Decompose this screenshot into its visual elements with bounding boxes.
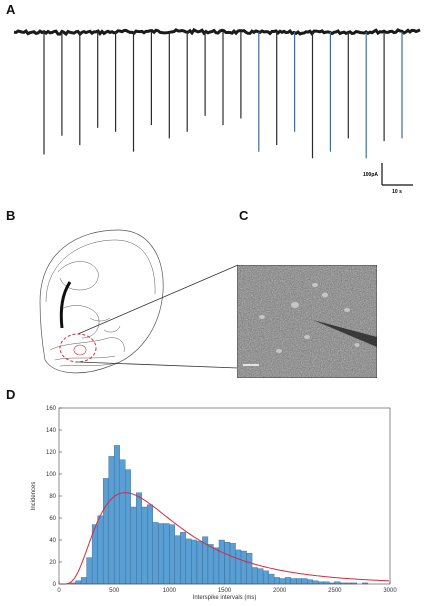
- histogram-bar: [147, 504, 153, 585]
- histogram-bar: [213, 547, 220, 585]
- y-tick-label: 0: [53, 582, 57, 588]
- thalamus-contour: [49, 337, 125, 353]
- brain-outline: [39, 229, 164, 374]
- x-tick-label: 1500: [218, 588, 232, 594]
- histogram-bar: [262, 570, 269, 585]
- y-tick-label: 160: [46, 406, 57, 412]
- histogram-bar: [163, 523, 170, 585]
- histogram-bar: [191, 539, 198, 585]
- zoom-line-bottom: [77, 361, 239, 369]
- neuron-somata: [259, 283, 360, 353]
- histogram-bars: [69, 445, 369, 585]
- recording-site-nucleus: [73, 344, 87, 356]
- histogram-bar: [334, 581, 341, 585]
- x-tick-label: 1000: [163, 588, 177, 594]
- histogram-bar: [251, 567, 258, 585]
- histogram-bar: [240, 550, 247, 585]
- histogram-bar: [174, 535, 181, 585]
- spike-group: [43, 32, 403, 159]
- histogram-bar: [290, 578, 297, 585]
- scale-bar-current-label: 100pA: [363, 172, 378, 178]
- y-tick-label: 100: [46, 472, 57, 478]
- histogram-bar: [113, 445, 120, 585]
- x-tick-label: 3000: [383, 588, 397, 594]
- isi-histogram: 0 20 40 60 80 100 120 140 160 0 500 1000 1500 2000 25…: [31, 406, 397, 601]
- x-tick-label: 2500: [328, 588, 342, 594]
- histogram-bar: [301, 578, 308, 585]
- y-axis-label: Incidences: [31, 482, 37, 511]
- histogram-bar: [285, 577, 291, 585]
- histogram-bar: [224, 542, 231, 585]
- x-tick-label: 2000: [273, 588, 287, 594]
- zoom-line-top: [77, 264, 239, 335]
- histogram-bar: [279, 578, 286, 585]
- histogram-bar: [257, 568, 264, 585]
- ventricle-dark: [59, 281, 72, 329]
- x-axis-label: Interspike intervals (ms): [193, 595, 257, 601]
- x-tick-label: 500: [109, 588, 120, 594]
- histogram-bar: [218, 539, 225, 585]
- histogram-bar: [196, 540, 203, 585]
- histogram-bar: [108, 456, 115, 585]
- brain-section-schematic: [39, 229, 239, 374]
- y-tick-label: 140: [46, 428, 57, 434]
- lognormal-fit-curve: [59, 492, 390, 585]
- histogram-bar: [185, 538, 192, 585]
- histogram-bar: [268, 573, 275, 585]
- y-axis: 0 20 40 60 80 100 120 140 160: [46, 406, 62, 588]
- histogram-bar: [86, 557, 93, 585]
- histogram-bar: [323, 581, 330, 585]
- basal-contour-lines: [54, 317, 121, 367]
- x-tick-label: 0: [57, 588, 61, 594]
- scale-bar-time-label: 10 s: [392, 189, 402, 195]
- voltage-clamp-trace: 100pA 10 s: [13, 27, 421, 195]
- y-tick-label: 120: [46, 450, 57, 456]
- histogram-bar: [273, 577, 280, 585]
- recording-pipette: [313, 320, 377, 347]
- y-tick-label: 80: [49, 494, 56, 500]
- histogram-bar: [152, 522, 159, 585]
- histogram-bar: [102, 478, 109, 585]
- striatum-contour: [59, 305, 100, 339]
- histogram-bar: [141, 506, 148, 585]
- panel-label-c: C: [239, 208, 249, 223]
- histogram-bar: [229, 543, 236, 585]
- scale-bar: 100pA 10 s: [363, 163, 413, 195]
- y-tick-label: 40: [49, 538, 56, 544]
- histogram-bar: [318, 581, 324, 585]
- histogram-bar: [307, 579, 313, 585]
- plot-frame: [58, 407, 391, 585]
- histogram-bar: [97, 515, 104, 585]
- trace-baseline: [13, 27, 421, 37]
- y-tick-label: 60: [49, 516, 56, 522]
- panel-label-b: B: [6, 208, 16, 223]
- histogram-bar: [246, 553, 253, 585]
- histogram-bar: [130, 506, 137, 585]
- cortex-inner-line: [45, 239, 156, 303]
- histogram-bar: [169, 524, 176, 585]
- hippocampus-contour: [57, 261, 99, 291]
- histogram-bar: [75, 580, 82, 585]
- histogram-bar: [235, 549, 242, 585]
- micrograph-texture: [237, 265, 377, 378]
- histogram-bar: [136, 492, 142, 585]
- histogram-bar: [312, 580, 319, 585]
- slice-micrograph: [237, 265, 377, 378]
- histogram-bar: [158, 523, 164, 585]
- panel-label-a: A: [6, 2, 16, 17]
- histogram-bar: [125, 469, 131, 585]
- histogram-bar: [80, 577, 87, 585]
- histogram-bar: [296, 578, 302, 585]
- histogram-bar: [207, 544, 214, 585]
- histogram-bar: [119, 459, 126, 585]
- y-tick-label: 20: [49, 560, 56, 566]
- panel-label-d: D: [6, 387, 16, 402]
- histogram-bar: [180, 532, 187, 585]
